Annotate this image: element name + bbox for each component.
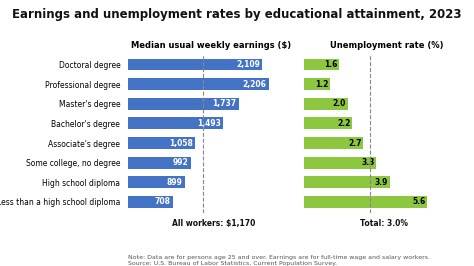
Bar bbox=[128, 118, 223, 129]
Bar bbox=[128, 59, 263, 70]
Text: 992: 992 bbox=[173, 158, 189, 167]
Text: 2,109: 2,109 bbox=[236, 60, 260, 69]
Bar bbox=[128, 137, 195, 149]
Text: 2.7: 2.7 bbox=[348, 139, 362, 148]
Text: Median usual weekly earnings ($): Median usual weekly earnings ($) bbox=[131, 41, 291, 50]
Bar bbox=[128, 157, 191, 169]
Text: 1.6: 1.6 bbox=[324, 60, 337, 69]
Text: All workers: $1,170: All workers: $1,170 bbox=[172, 219, 255, 228]
Text: 1,493: 1,493 bbox=[197, 119, 220, 128]
Text: 1,737: 1,737 bbox=[212, 99, 236, 108]
Bar bbox=[303, 196, 427, 208]
Text: 1,058: 1,058 bbox=[169, 139, 193, 148]
Bar bbox=[128, 78, 269, 90]
Bar bbox=[303, 118, 352, 129]
Text: Earnings and unemployment rates by educational attainment, 2023: Earnings and unemployment rates by educa… bbox=[12, 8, 462, 21]
Text: 899: 899 bbox=[167, 178, 182, 187]
Text: 5.6: 5.6 bbox=[412, 197, 426, 206]
Text: 2.0: 2.0 bbox=[333, 99, 346, 108]
Bar bbox=[303, 157, 376, 169]
Bar bbox=[128, 196, 173, 208]
Text: 3.9: 3.9 bbox=[374, 178, 388, 187]
Bar bbox=[303, 137, 363, 149]
Bar bbox=[303, 176, 390, 188]
Bar bbox=[303, 98, 348, 110]
Text: Unemployment rate (%): Unemployment rate (%) bbox=[330, 41, 443, 50]
Bar bbox=[303, 78, 330, 90]
Text: 3.3: 3.3 bbox=[361, 158, 375, 167]
Text: 2,206: 2,206 bbox=[242, 80, 266, 89]
Text: Note: Data are for persons age 25 and over. Earnings are for full-time wage and : Note: Data are for persons age 25 and ov… bbox=[128, 255, 430, 266]
Text: 708: 708 bbox=[155, 197, 171, 206]
Text: Total: 3.0%: Total: 3.0% bbox=[360, 219, 408, 228]
Bar bbox=[128, 98, 239, 110]
Bar bbox=[128, 176, 185, 188]
Text: 1.2: 1.2 bbox=[315, 80, 328, 89]
Bar bbox=[303, 59, 339, 70]
Text: 2.2: 2.2 bbox=[337, 119, 350, 128]
